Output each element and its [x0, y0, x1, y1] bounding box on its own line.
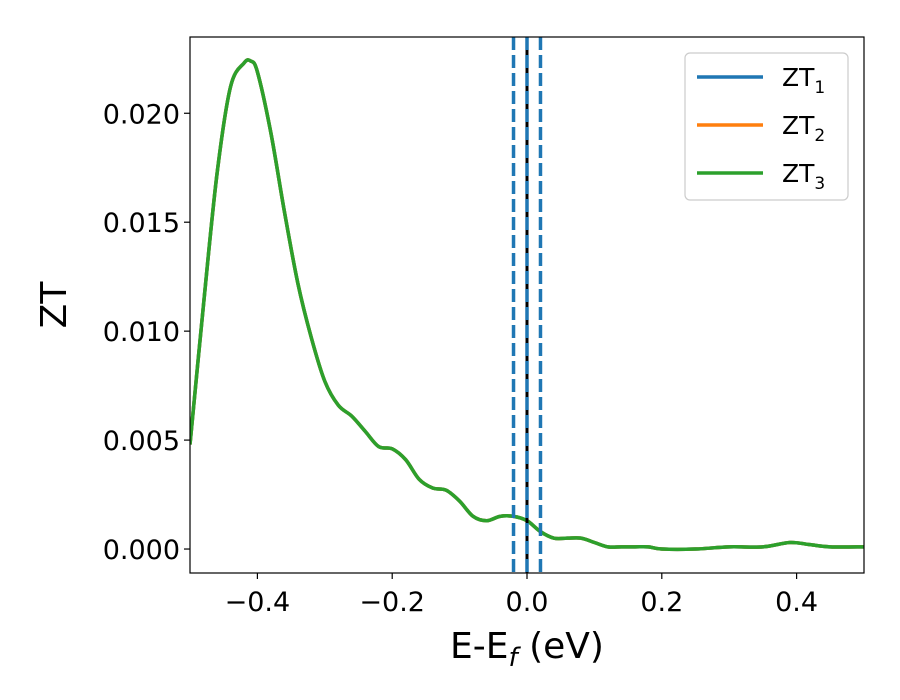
legend: ZT1 ZT2 ZT3	[684, 52, 849, 201]
x-tick-label: −0.4	[225, 587, 291, 618]
y-tick-label: 0.015	[103, 208, 180, 239]
legend-label: ZT3	[782, 159, 825, 194]
x-tick-label: 0.0	[506, 587, 549, 618]
y-axis-title: ZT	[34, 281, 75, 329]
y-tick-label: 0.020	[103, 99, 180, 130]
legend-box	[684, 52, 849, 201]
x-axis-title-unit: (eV)	[518, 626, 604, 667]
x-tick-label: −0.2	[359, 587, 425, 618]
x-tick-label: 0.4	[775, 587, 818, 618]
y-tick-label: 0.010	[103, 317, 180, 348]
series-line-zt3	[190, 58, 864, 552]
legend-label: ZT1	[782, 63, 825, 98]
legend-label: ZT2	[782, 111, 825, 146]
x-tick-label: 0.2	[640, 587, 683, 618]
y-tick-label: 0.005	[103, 426, 180, 457]
x-axis-title: E-Ef (eV)	[450, 626, 604, 673]
x-axis-title-main: E-E	[450, 626, 508, 667]
y-tick-label: 0.000	[103, 535, 180, 566]
